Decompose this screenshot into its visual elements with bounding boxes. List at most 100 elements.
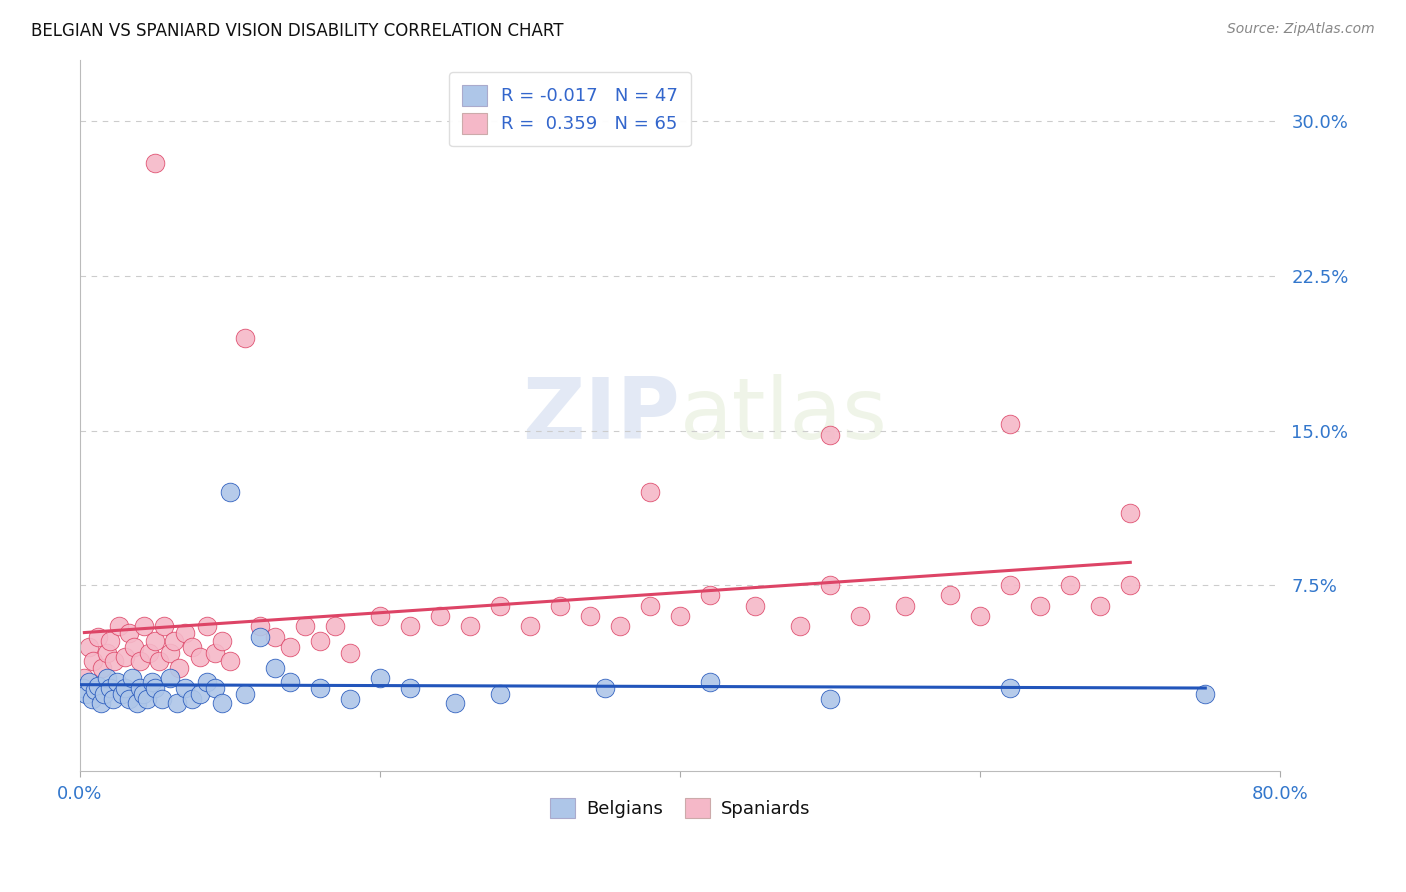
Point (669, 609, 692, 624)
Point (121, 671, 143, 685)
Point (211, 633, 233, 648)
Point (249, 630, 271, 644)
Point (96, 646, 118, 660)
Point (118, 625, 141, 640)
Point (148, 655, 170, 669)
Y-axis label: Vision Disability: Vision Disability (0, 349, 8, 481)
Point (278, 640, 301, 654)
Point (143, 155, 166, 169)
Point (101, 691, 124, 706)
Point (233, 688, 256, 702)
Point (638, 485, 661, 500)
Point (188, 650, 211, 665)
Point (399, 619, 422, 633)
Point (82, 655, 104, 669)
Point (309, 633, 332, 648)
Point (197, 619, 219, 633)
Point (118, 691, 141, 706)
Point (458, 619, 481, 633)
Point (93, 688, 115, 702)
Point (188, 688, 211, 702)
Point (174, 625, 197, 640)
Point (339, 691, 361, 706)
Point (90, 696, 112, 710)
Point (98, 633, 121, 648)
Point (98, 681, 121, 696)
Point (579, 609, 602, 624)
Point (181, 691, 204, 706)
Point (399, 681, 422, 696)
Point (699, 675, 721, 690)
Point (278, 675, 301, 690)
Point (264, 630, 287, 644)
Text: Source: ZipAtlas.com: Source: ZipAtlas.com (1227, 22, 1375, 37)
Point (264, 660, 287, 674)
Point (197, 675, 219, 690)
Point (181, 640, 204, 654)
Point (83, 683, 105, 698)
Point (159, 671, 181, 685)
Point (429, 609, 451, 624)
Point (744, 599, 766, 613)
Point (122, 640, 145, 654)
Point (219, 655, 242, 669)
Point (111, 688, 134, 702)
Point (789, 619, 811, 633)
Point (174, 681, 197, 696)
Point (143, 633, 166, 648)
Point (143, 681, 166, 696)
Point (159, 646, 181, 660)
Point (153, 619, 176, 633)
Point (294, 619, 316, 633)
Text: atlas: atlas (681, 374, 889, 457)
Point (77, 640, 100, 654)
Point (1119, 506, 1142, 520)
Point (489, 599, 512, 613)
Point (87, 630, 110, 644)
Point (849, 609, 872, 624)
Point (548, 599, 571, 613)
Legend: Belgians, Spaniards: Belgians, Spaniards (543, 790, 817, 826)
Point (368, 609, 391, 624)
Point (249, 619, 271, 633)
Point (323, 619, 346, 633)
Point (309, 681, 332, 696)
Point (163, 633, 186, 648)
Point (638, 599, 661, 613)
Point (233, 331, 256, 345)
Point (152, 691, 174, 706)
Point (1090, 599, 1112, 613)
Point (103, 655, 125, 669)
Point (1000, 417, 1022, 432)
Point (132, 688, 155, 702)
Point (489, 688, 512, 702)
Point (77, 675, 100, 690)
Point (1000, 578, 1022, 592)
Point (128, 655, 150, 669)
Point (219, 485, 242, 500)
Point (125, 696, 148, 710)
Point (519, 619, 541, 633)
Point (96, 671, 118, 685)
Point (204, 681, 226, 696)
Point (1029, 599, 1052, 613)
Point (105, 675, 128, 690)
Point (128, 681, 150, 696)
Point (444, 696, 467, 710)
Point (339, 646, 361, 660)
Point (818, 691, 841, 706)
Point (138, 646, 160, 660)
Point (114, 681, 136, 696)
Point (75, 688, 97, 702)
Point (167, 660, 190, 674)
Point (136, 691, 159, 706)
Point (204, 646, 226, 660)
Point (1119, 578, 1142, 592)
Point (593, 681, 616, 696)
Point (969, 609, 991, 624)
Point (87, 679, 110, 693)
Text: ZIP: ZIP (523, 374, 681, 457)
Point (211, 696, 233, 710)
Point (1194, 688, 1216, 702)
Point (72, 681, 94, 696)
